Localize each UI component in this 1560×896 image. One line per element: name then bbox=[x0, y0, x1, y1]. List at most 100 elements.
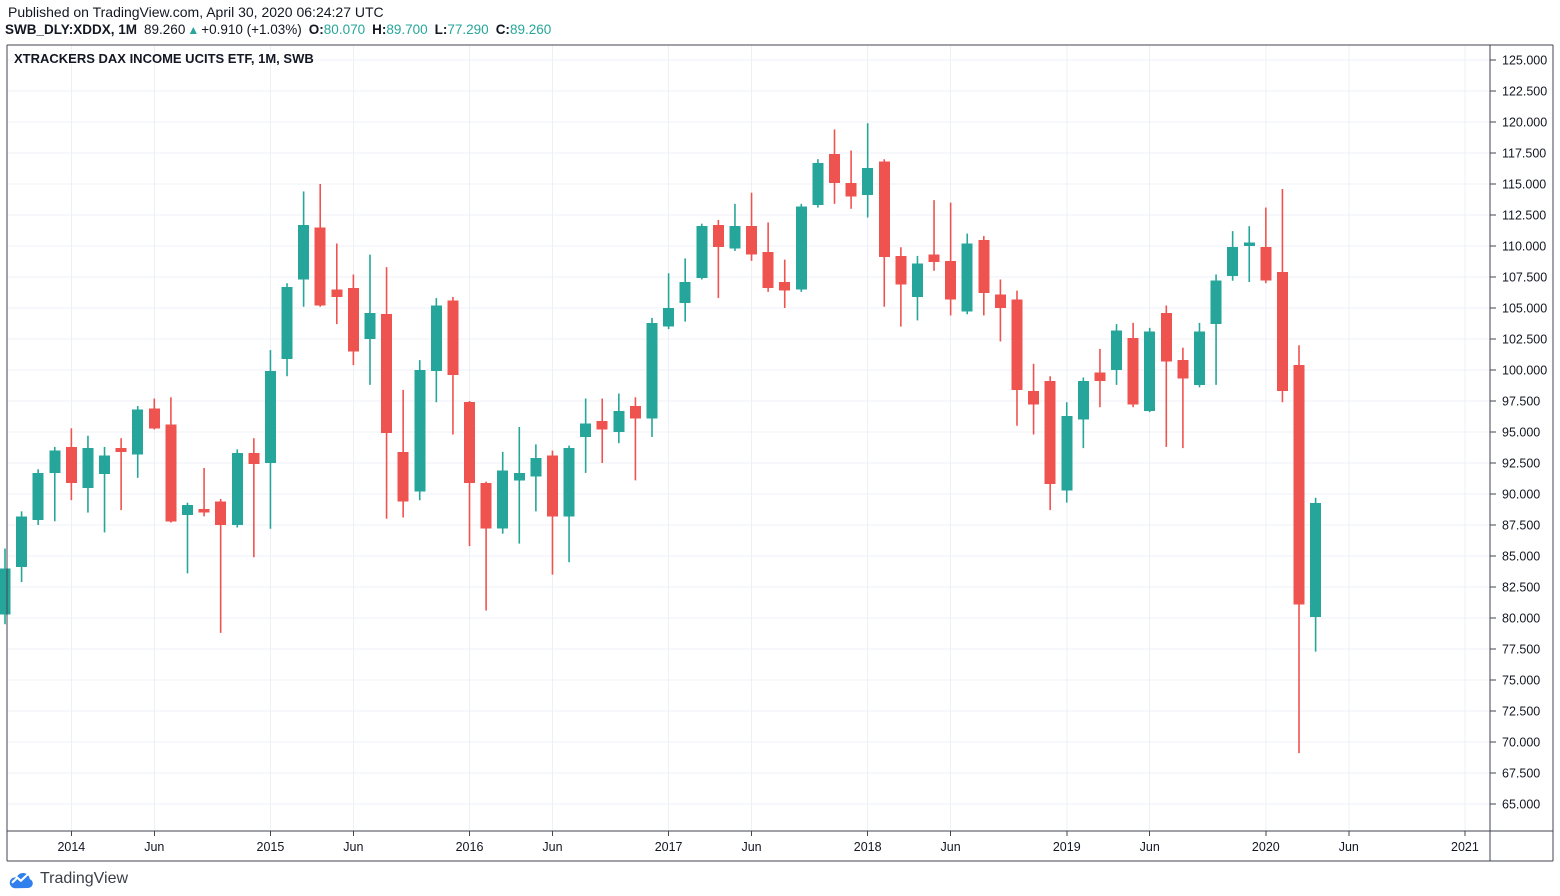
candle-body-2019-03 bbox=[1094, 372, 1106, 382]
candle-body-2014-02 bbox=[82, 448, 94, 488]
open-field: O:80.070 bbox=[309, 22, 365, 37]
price-axis-label: 115.000 bbox=[1502, 177, 1546, 191]
candle-body-2016-08 bbox=[580, 423, 592, 437]
candle-body-2017-04 bbox=[712, 224, 724, 248]
candle-body-2014-12 bbox=[248, 453, 260, 465]
candle-body-2015-10 bbox=[414, 370, 426, 492]
candle-body-2013-11 bbox=[32, 472, 44, 521]
candle-body-2016-06 bbox=[546, 455, 558, 517]
price-axis-label: 75.000 bbox=[1502, 673, 1540, 687]
candle-body-2014-07 bbox=[165, 424, 177, 522]
time-axis-label: 2016 bbox=[456, 840, 484, 854]
candle-body-2019-02 bbox=[1077, 381, 1089, 420]
candle-body-2019-12 bbox=[1243, 242, 1255, 246]
published-line: Published on TradingView.com, April 30, … bbox=[8, 4, 384, 20]
open-value: 80.070 bbox=[323, 22, 366, 37]
price-axis-label: 110.000 bbox=[1502, 239, 1546, 253]
candle-body-2015-02 bbox=[281, 286, 293, 359]
candle-body-2015-01 bbox=[264, 371, 276, 463]
candle-body-2017-03 bbox=[696, 226, 708, 279]
candle-body-2015-06 bbox=[347, 288, 359, 352]
candle-body-2018-04 bbox=[911, 263, 923, 297]
candle-body-2014-06 bbox=[148, 408, 160, 429]
candle-body-2017-05 bbox=[729, 226, 741, 249]
candle-body-2014-01 bbox=[65, 446, 77, 483]
candle-body-2019-05 bbox=[1127, 337, 1139, 405]
candle-body-2016-09 bbox=[596, 420, 608, 430]
candle-body-2019-11 bbox=[1227, 247, 1239, 276]
candle-body-2018-11 bbox=[1028, 391, 1040, 405]
price-axis-label: 97.500 bbox=[1502, 394, 1540, 408]
time-axis-label: Jun bbox=[1140, 840, 1160, 854]
candle-body-2017-08 bbox=[779, 281, 791, 291]
time-axis-label: 2019 bbox=[1053, 840, 1081, 854]
candle-body-2014-09 bbox=[198, 508, 210, 513]
candle-body-2018-07 bbox=[961, 243, 973, 312]
low-label: L: bbox=[434, 22, 448, 37]
candle-body-2016-05 bbox=[530, 458, 542, 477]
price-axis-label: 80.000 bbox=[1502, 611, 1540, 625]
candle-body-2018-05 bbox=[928, 254, 940, 263]
candle-body-2014-04 bbox=[115, 448, 127, 452]
price-axis-label: 100.000 bbox=[1502, 363, 1547, 377]
candle-body-2020-04 bbox=[1310, 503, 1322, 618]
time-axis-label: 2015 bbox=[257, 840, 285, 854]
price-axis-label: 125.000 bbox=[1502, 53, 1547, 67]
price-axis-label: 107.500 bbox=[1502, 270, 1547, 284]
time-axis-label: 2020 bbox=[1252, 840, 1280, 854]
price-axis-label: 102.500 bbox=[1502, 332, 1547, 346]
symbol-info-line: SWB_DLY:XDDX, 1M 89.260 ▲ +0.910 (+1.03%) O:… bbox=[5, 22, 558, 37]
candle-body-2017-01 bbox=[663, 308, 675, 327]
time-axis-label: 2018 bbox=[854, 840, 882, 854]
candle-body-2014-05 bbox=[132, 409, 144, 455]
close-value: 89.260 bbox=[509, 22, 552, 37]
price-axis-label: 85.000 bbox=[1502, 549, 1540, 563]
candle-body-2015-09 bbox=[397, 451, 409, 502]
candle-body-2017-12 bbox=[845, 182, 857, 197]
candle-body-2013-12 bbox=[49, 450, 61, 473]
close-field: C:89.260 bbox=[496, 22, 552, 37]
symbol-name: SWB_DLY:XDDX, 1M bbox=[5, 22, 138, 37]
candle-body-2019-06 bbox=[1144, 331, 1156, 411]
candle-body-2018-01 bbox=[862, 167, 874, 196]
candle-body-2016-03 bbox=[497, 470, 509, 529]
candle-body-2015-12 bbox=[447, 300, 459, 375]
time-axis-label: Jun bbox=[1339, 840, 1359, 854]
candle-body-2017-07 bbox=[762, 252, 774, 289]
price-axis-label: 70.000 bbox=[1502, 735, 1540, 749]
candle-body-2019-07 bbox=[1160, 312, 1172, 362]
candle-body-2015-08 bbox=[381, 314, 393, 434]
tradingview-logo-icon bbox=[9, 872, 33, 888]
candle-body-2018-12 bbox=[1044, 381, 1056, 485]
candle-body-2014-03 bbox=[99, 455, 111, 475]
price-change: +0.910 (+1.03%) bbox=[201, 22, 302, 37]
price-axis-label: 95.000 bbox=[1502, 425, 1540, 439]
time-axis-label: Jun bbox=[741, 840, 761, 854]
price-axis-label: 92.500 bbox=[1502, 456, 1540, 470]
candle-body-2013-10 bbox=[16, 516, 28, 568]
high-field: H:89.700 bbox=[372, 22, 428, 37]
candle-body-2016-12 bbox=[646, 322, 658, 419]
price-axis-label: 77.500 bbox=[1502, 642, 1540, 656]
time-axis-label: Jun bbox=[343, 840, 363, 854]
candle-body-2020-01 bbox=[1260, 247, 1272, 281]
candle-body-2015-07 bbox=[364, 312, 376, 339]
candle-body-2017-06 bbox=[746, 226, 758, 255]
candle-body-2019-04 bbox=[1111, 330, 1123, 370]
candle-body-2018-06 bbox=[945, 260, 957, 300]
price-axis-label: 72.500 bbox=[1502, 704, 1540, 718]
candle-body-2014-11 bbox=[231, 453, 243, 525]
candle-body-2015-11 bbox=[430, 305, 442, 372]
price-axis-label: 122.500 bbox=[1502, 84, 1547, 98]
chart-title: XTRACKERS DAX INCOME UCITS ETF, 1M, SWB bbox=[14, 51, 314, 66]
candle-body-2016-10 bbox=[613, 410, 625, 432]
candle-body-2019-09 bbox=[1193, 331, 1205, 385]
candle-body-2016-01 bbox=[464, 402, 476, 483]
price-axis-label: 65.000 bbox=[1502, 797, 1540, 811]
candle-body-2013-09 bbox=[0, 568, 11, 615]
candle-body-2018-03 bbox=[895, 255, 907, 285]
candle-body-2020-02 bbox=[1276, 272, 1288, 392]
candle-body-2017-10 bbox=[812, 162, 824, 206]
time-axis-label: 2014 bbox=[57, 840, 85, 854]
